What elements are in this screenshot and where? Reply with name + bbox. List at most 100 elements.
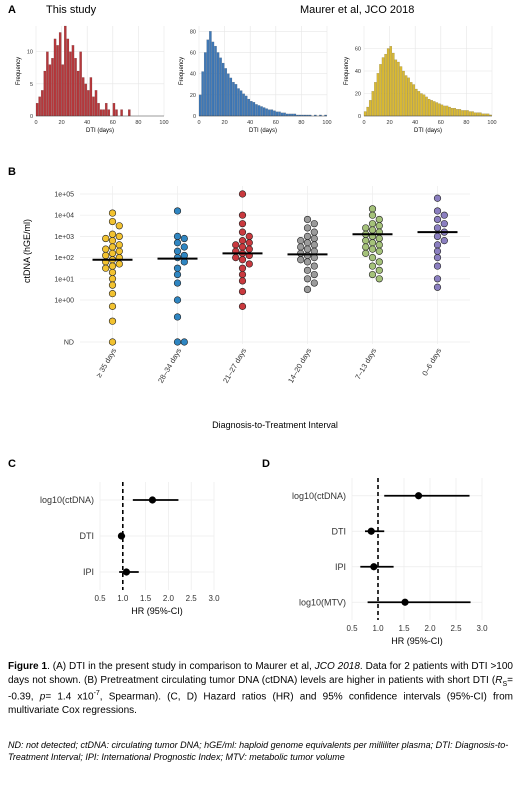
data-point [115,260,123,268]
y-tick-label: log10(ctDNA) [40,495,94,505]
histogram-bar [476,112,480,117]
histogram-bar [409,82,413,117]
x-tick-label: 20 [222,120,228,126]
caption-text-2: . Data for 2 patients with DTI >100 days… [8,661,513,686]
histogram-bar [120,109,123,117]
data-point [238,264,247,272]
x-tick-label: 100 [487,120,496,126]
data-point [173,239,182,247]
data-point [433,194,442,202]
histogram-bar [206,39,210,117]
panel-a-title-maurer: Maurer et al, JCO 2018 [300,4,415,16]
data-point [238,256,247,264]
data-point [102,264,110,272]
histogram-bar [481,113,485,117]
data-point [433,241,442,249]
x-tick-label: 20 [387,120,393,126]
data-point [375,258,383,266]
histogram-bar [402,70,405,117]
histogram-bar [115,109,118,117]
histogram-bar [74,57,77,117]
data-point [238,287,247,296]
histogram-bar [198,94,202,117]
data-point [102,245,110,253]
histogram-bar [448,106,451,117]
x-tick-label: 60 [438,120,444,126]
x-tick-label: 2.0 [163,594,175,603]
panel-label-d: D [262,458,270,470]
data-point [303,285,312,293]
histogram-bar [87,90,90,117]
histogram-bar [64,25,67,117]
data-point [297,256,305,264]
histogram-bar [48,64,52,117]
histogram-bar [417,91,421,117]
histogram-bar [420,93,423,117]
x-axis-title: DTI (days) [86,128,114,134]
histogram-bar [438,103,441,117]
histogram-bar [479,112,482,117]
data-point [245,239,253,247]
histogram-bar [371,91,375,117]
data-point [362,237,370,245]
histogram-bar [267,109,271,117]
x-tick-label: 1.0 [372,624,384,633]
y-tick-label: 1e+00 [54,298,74,305]
histogram-bar [221,62,225,117]
data-point [310,241,318,249]
histogram-maurer-2: 0 20 40 60 0 20 40 60 80 100 DTI (days) Frequency [344,26,497,134]
data-point [108,230,117,238]
data-point [310,220,318,228]
data-point [232,253,240,262]
data-point [115,232,123,241]
histogram-bar [66,38,70,117]
histogram-bar [51,57,54,117]
histogram-bar [394,59,398,117]
data-point [238,237,247,245]
data-point [180,234,188,243]
y-axis-title: Frequency [344,57,350,85]
data-point [375,266,383,274]
data-point [232,241,240,249]
data-point [440,211,448,219]
x-tick-label: 0.5 [94,594,106,603]
histogram-bar [293,113,297,117]
caption-text-5: , Spearman). (C, D) Hazard ratios (HR) a… [8,691,513,716]
histogram-bar [471,111,474,117]
data-point [433,215,442,224]
y-tick-label: IPI [83,567,94,577]
x-tick-label: 80 [463,120,469,126]
panel-a-title-this-study: This study [46,4,97,16]
data-point [433,262,442,270]
data-point [433,275,442,283]
data-point [173,232,182,241]
histogram-bar [453,107,457,117]
data-point [238,211,247,219]
histogram-bar [450,107,454,117]
histogram-bar [270,109,274,117]
data-point [310,270,318,279]
data-point [180,338,188,346]
data-point [310,228,318,236]
histogram-bar [422,94,426,117]
histogram-bar [440,104,444,117]
y-tick-label: 5 [30,82,33,88]
histogram-bar [128,109,131,117]
data-point [115,241,123,249]
x-tick-label: 60 [273,120,279,126]
histogram-bar [425,96,428,117]
data-point [173,270,182,279]
data-point [433,232,442,241]
y-tick-label: 20 [190,93,196,99]
data-point [173,247,182,255]
data-point [368,262,377,270]
x-tick-label: 40 [84,120,90,126]
data-point [238,220,247,228]
data-point [108,338,117,346]
histogram-bar [229,77,233,117]
data-point [303,251,312,260]
data-point [173,313,182,321]
data-point [108,268,117,277]
histogram-bar [237,88,240,117]
hazard-ratio-point [367,527,375,535]
